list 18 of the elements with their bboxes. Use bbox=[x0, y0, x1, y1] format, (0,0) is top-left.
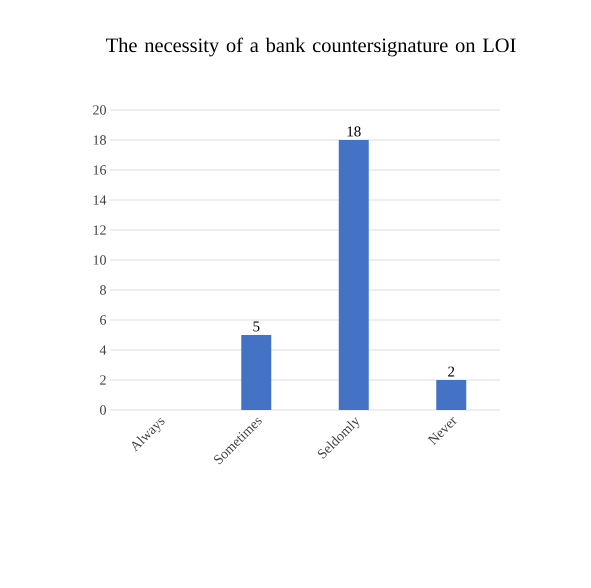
y-tick-label: 10 bbox=[94, 255, 106, 265]
y-tick-label: 16 bbox=[94, 165, 106, 175]
y-tick-label: 18 bbox=[94, 135, 106, 145]
y-tick-label: 0 bbox=[100, 405, 106, 415]
y-tick-label: 6 bbox=[100, 315, 106, 325]
data-label: 5 bbox=[253, 322, 260, 332]
bar bbox=[436, 380, 466, 410]
y-tick-label: 8 bbox=[100, 285, 106, 295]
data-label: 18 bbox=[348, 126, 361, 136]
y-tick-label: 12 bbox=[94, 225, 106, 235]
y-tick-label: 20 bbox=[93, 105, 106, 115]
bar bbox=[338, 140, 369, 410]
data-label: 2 bbox=[448, 366, 454, 376]
y-tick-label: 4 bbox=[100, 345, 106, 355]
chart-title: The necessity of a bank countersignature on LOI bbox=[106, 38, 516, 56]
bar bbox=[241, 334, 272, 410]
y-tick-label: 14 bbox=[94, 195, 106, 205]
y-tick-label: 2 bbox=[100, 375, 106, 385]
